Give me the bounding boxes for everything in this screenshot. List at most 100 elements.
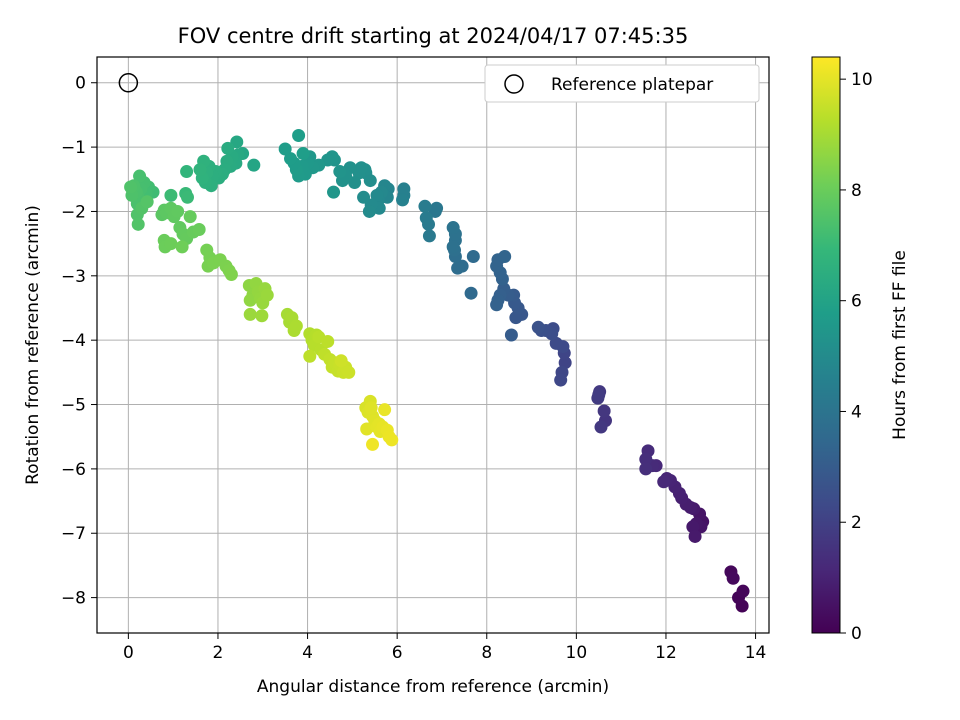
drift-point xyxy=(131,217,145,231)
colorbar-tick-label: 0 xyxy=(851,624,862,644)
drift-point xyxy=(333,165,347,179)
x-tick-label: 4 xyxy=(302,643,313,663)
drift-point xyxy=(360,422,374,436)
drift-point xyxy=(164,188,178,202)
drift-point xyxy=(357,190,371,204)
drift-point xyxy=(726,571,740,585)
drift-point xyxy=(175,240,189,254)
x-tick-label: 0 xyxy=(123,643,134,663)
drift-point xyxy=(192,222,206,236)
drift-point xyxy=(504,328,518,342)
drift-point xyxy=(397,182,411,196)
y-tick-label: −6 xyxy=(61,460,86,480)
colorbar-tick-label: 4 xyxy=(851,402,862,422)
drift-point xyxy=(531,320,545,334)
drift-point xyxy=(348,175,362,189)
legend-box xyxy=(484,64,760,103)
drift-point xyxy=(549,336,563,350)
drift-point xyxy=(342,365,356,379)
colorbar-tick-label: 10 xyxy=(851,70,873,90)
drift-point xyxy=(498,250,512,264)
drift-point xyxy=(221,141,235,155)
drift-point xyxy=(378,403,392,417)
drift-point xyxy=(321,334,335,348)
drift-point xyxy=(639,462,653,476)
drift-point xyxy=(164,237,178,251)
drift-point xyxy=(230,135,244,149)
drift-point xyxy=(278,142,292,156)
drift-point xyxy=(592,388,606,402)
x-tick-label: 6 xyxy=(392,643,403,663)
drift-point xyxy=(366,437,380,451)
legend-marker-icon xyxy=(504,74,524,94)
drift-point xyxy=(224,268,238,282)
drift-point xyxy=(451,261,465,275)
y-tick-label: −5 xyxy=(61,396,86,416)
x-tick-label: 8 xyxy=(481,643,492,663)
drift-point xyxy=(370,188,384,202)
drift-point xyxy=(124,180,138,194)
y-tick-label: −4 xyxy=(61,331,86,351)
drift-point xyxy=(296,147,310,161)
drift-point xyxy=(183,210,197,224)
drift-point xyxy=(303,349,317,363)
drift-point xyxy=(396,193,410,207)
drift-point xyxy=(171,204,185,218)
drift-point xyxy=(354,161,368,175)
x-tick-label: 14 xyxy=(745,643,767,663)
x-tick-label: 12 xyxy=(655,643,677,663)
drift-point xyxy=(180,165,194,179)
drift-point xyxy=(255,309,269,323)
y-axis-label: Rotation from reference (arcmin) xyxy=(23,205,43,485)
drift-point xyxy=(327,185,341,199)
drift-point xyxy=(657,475,671,489)
drift-point xyxy=(260,288,274,302)
drift-point xyxy=(385,433,399,447)
drift-point xyxy=(639,452,653,466)
drift-point xyxy=(554,373,568,387)
grid-lines xyxy=(97,57,769,633)
colorbar-tick-label: 6 xyxy=(851,292,862,312)
drift-point xyxy=(594,420,608,434)
drift-point xyxy=(362,204,376,218)
drift-point xyxy=(490,298,504,312)
drift-point xyxy=(180,190,194,204)
drift-point xyxy=(284,152,298,166)
drift-point xyxy=(243,293,257,307)
drift-point xyxy=(243,307,257,321)
chart-title: FOV centre drift starting at 2024/04/17 … xyxy=(178,24,689,48)
drift-point xyxy=(247,158,261,172)
plot-frame xyxy=(96,56,770,634)
data-points xyxy=(124,129,750,613)
x-tick-label: 10 xyxy=(566,643,588,663)
drift-point xyxy=(364,401,378,415)
legend-entry-reference: Reference platepar xyxy=(551,75,713,95)
drift-point xyxy=(334,354,348,368)
colorbar-tick-label: 8 xyxy=(851,181,862,201)
y-tick-label: −7 xyxy=(61,524,86,544)
y-tick-label: −2 xyxy=(61,202,86,222)
drift-point xyxy=(419,211,433,225)
drift-point xyxy=(193,163,207,177)
drift-point xyxy=(464,286,478,300)
colorbar-ticks: 0 2 4 6 8 10 xyxy=(840,70,873,644)
y-tick-label: −1 xyxy=(61,138,86,158)
drift-point xyxy=(140,195,154,209)
drift-point xyxy=(736,584,750,598)
y-tick-label: 0 xyxy=(75,74,86,94)
y-tick-label: −8 xyxy=(61,589,86,609)
drift-point xyxy=(133,169,147,183)
drift-point xyxy=(466,250,480,264)
y-tick-label: −3 xyxy=(61,267,86,287)
drift-point xyxy=(422,229,436,243)
drift-point xyxy=(597,404,611,418)
drift-point xyxy=(688,529,702,543)
drift-point xyxy=(418,199,432,213)
reference-platepar-marker xyxy=(118,72,139,93)
x-axis-label: Angular distance from reference (arcmin) xyxy=(257,677,609,697)
colorbar-tick-label: 2 xyxy=(851,513,862,533)
drift-point xyxy=(292,129,306,143)
colorbar xyxy=(811,56,841,634)
x-tick-label: 2 xyxy=(213,643,224,663)
